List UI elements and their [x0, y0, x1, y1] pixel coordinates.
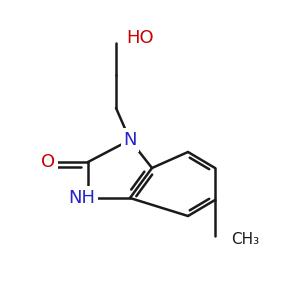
Text: N: N	[123, 131, 137, 149]
Text: O: O	[41, 153, 55, 171]
Text: NH: NH	[68, 189, 95, 207]
Text: CH₃: CH₃	[231, 232, 259, 247]
Text: HO: HO	[126, 29, 154, 47]
